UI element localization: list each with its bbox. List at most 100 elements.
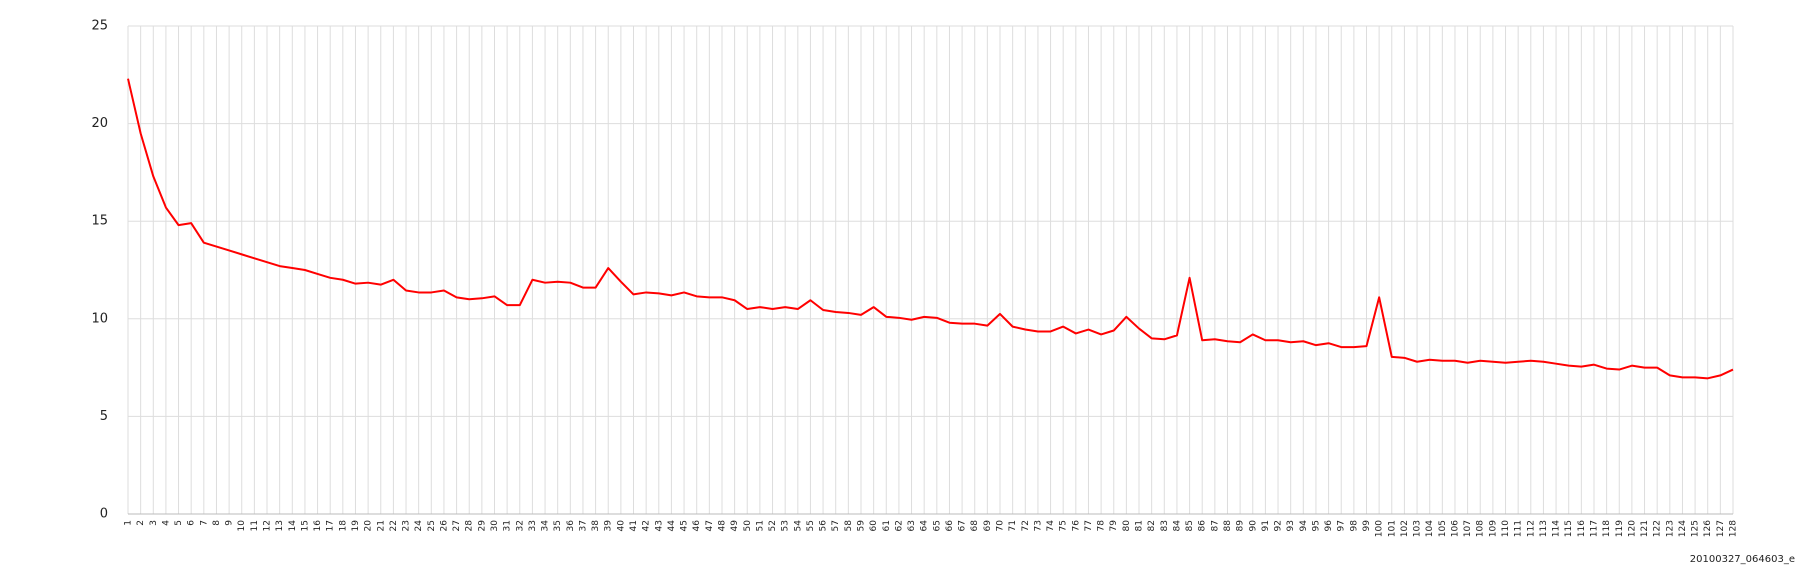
x-tick-label: 23	[402, 520, 412, 531]
x-tick-label: 34	[541, 520, 551, 532]
x-tick-label: 6	[187, 520, 197, 526]
x-tick-label: 71	[1008, 520, 1018, 531]
x-tick-label: 124	[1678, 520, 1688, 537]
x-tick-label: 28	[465, 520, 475, 532]
x-tick-label: 48	[717, 520, 727, 532]
x-tick-label: 107	[1463, 520, 1473, 537]
x-tick-label: 15	[300, 520, 310, 531]
x-tick-label: 120	[1627, 520, 1637, 537]
x-tick-label: 59	[856, 520, 866, 532]
x-tick-label: 52	[768, 520, 778, 531]
x-tick-label: 46	[692, 520, 702, 532]
x-tick-label: 80	[1122, 520, 1132, 532]
x-tick-label: 111	[1514, 520, 1524, 537]
x-tick-label: 24	[414, 520, 424, 532]
x-tick-label: 12	[263, 520, 273, 531]
x-tick-label: 47	[705, 520, 715, 531]
x-tick-label: 62	[894, 520, 904, 531]
x-tick-label: 81	[1135, 520, 1145, 531]
x-tick-label: 67	[958, 520, 968, 531]
x-tick-label: 75	[1059, 520, 1069, 531]
x-tick-label: 77	[1084, 520, 1094, 531]
x-tick-label: 33	[528, 520, 538, 531]
x-tick-label: 110	[1501, 520, 1511, 537]
x-tick-label: 68	[970, 520, 980, 532]
x-tick-label: 96	[1324, 520, 1334, 532]
x-tick-label: 113	[1539, 520, 1549, 537]
y-tick-label: 20	[91, 116, 108, 131]
x-tick-label: 104	[1425, 520, 1435, 537]
x-tick-label: 86	[1198, 520, 1208, 532]
x-tick-label: 45	[680, 520, 690, 531]
x-tick-label: 21	[376, 520, 386, 531]
x-tick-label: 69	[983, 520, 993, 532]
x-tick-label: 116	[1577, 520, 1587, 537]
x-tick-label: 2	[136, 520, 146, 526]
x-tick-label: 88	[1223, 520, 1233, 532]
x-tick-label: 64	[920, 520, 930, 532]
x-tick-label: 123	[1665, 520, 1675, 537]
x-tick-label: 35	[553, 520, 563, 531]
x-tick-label: 119	[1615, 520, 1625, 537]
x-tick-label: 83	[1160, 520, 1170, 531]
x-tick-label: 65	[932, 520, 942, 531]
x-tick-label: 26	[439, 520, 449, 532]
x-tick-label: 103	[1413, 520, 1423, 537]
x-tick-label: 44	[667, 520, 677, 532]
x-tick-label: 55	[806, 520, 816, 531]
x-tick-label: 92	[1274, 520, 1284, 531]
x-tick-label: 117	[1589, 520, 1599, 537]
x-tick-label: 61	[882, 520, 892, 531]
x-tick-label: 18	[338, 520, 348, 532]
x-tick-label: 36	[566, 520, 576, 532]
x-tick-label: 90	[1248, 520, 1258, 532]
x-tick-label: 112	[1526, 520, 1536, 537]
x-tick-label: 42	[642, 520, 652, 531]
x-tick-label: 17	[326, 520, 336, 531]
x-tick-label: 19	[351, 520, 361, 532]
x-tick-label: 11	[250, 520, 260, 531]
x-tick-label: 74	[1046, 520, 1056, 532]
x-tick-label: 109	[1488, 520, 1498, 537]
x-tick-label: 94	[1299, 520, 1309, 532]
x-tick-label: 106	[1450, 520, 1460, 537]
x-tick-label: 97	[1337, 520, 1347, 531]
x-tick-label: 29	[477, 520, 487, 532]
x-tick-label: 63	[907, 520, 917, 531]
x-tick-label: 101	[1387, 520, 1397, 537]
x-tick-label: 41	[629, 520, 639, 531]
x-tick-label: 7	[199, 520, 209, 526]
x-tick-label: 25	[427, 520, 437, 531]
x-tick-label: 9	[225, 520, 235, 526]
x-tick-label: 57	[831, 520, 841, 531]
x-tick-label: 53	[781, 520, 791, 531]
y-tick-label: 5	[100, 409, 108, 424]
x-tick-label: 115	[1564, 520, 1574, 537]
x-tick-label: 73	[1033, 520, 1043, 531]
x-tick-label: 16	[313, 520, 323, 532]
x-tick-label: 85	[1185, 520, 1195, 531]
x-tick-label: 98	[1349, 520, 1359, 532]
x-tick-label: 93	[1286, 520, 1296, 531]
x-tick-label: 13	[275, 520, 285, 531]
data-line	[127, 78, 1734, 380]
x-tick-label: 1	[124, 520, 134, 526]
x-tick-label: 31	[503, 520, 513, 531]
x-tick-label: 40	[616, 520, 626, 532]
x-tick-label: 114	[1552, 520, 1562, 537]
x-tick-label: 125	[1691, 520, 1701, 537]
x-tick-label: 30	[490, 520, 500, 532]
x-tick-label: 99	[1362, 520, 1372, 532]
x-tick-label: 126	[1703, 520, 1713, 537]
x-tick-label: 121	[1640, 520, 1650, 537]
x-tick-label: 91	[1261, 520, 1271, 531]
y-tick-label: 15	[91, 214, 108, 229]
x-tick-label: 14	[288, 520, 298, 532]
x-tick-label: 27	[452, 520, 462, 531]
x-tick-label: 105	[1438, 520, 1448, 537]
x-tick-label: 84	[1172, 520, 1182, 532]
x-tick-label: 32	[515, 520, 525, 531]
x-tick-label: 38	[591, 520, 601, 532]
y-tick-label: 10	[91, 311, 108, 326]
